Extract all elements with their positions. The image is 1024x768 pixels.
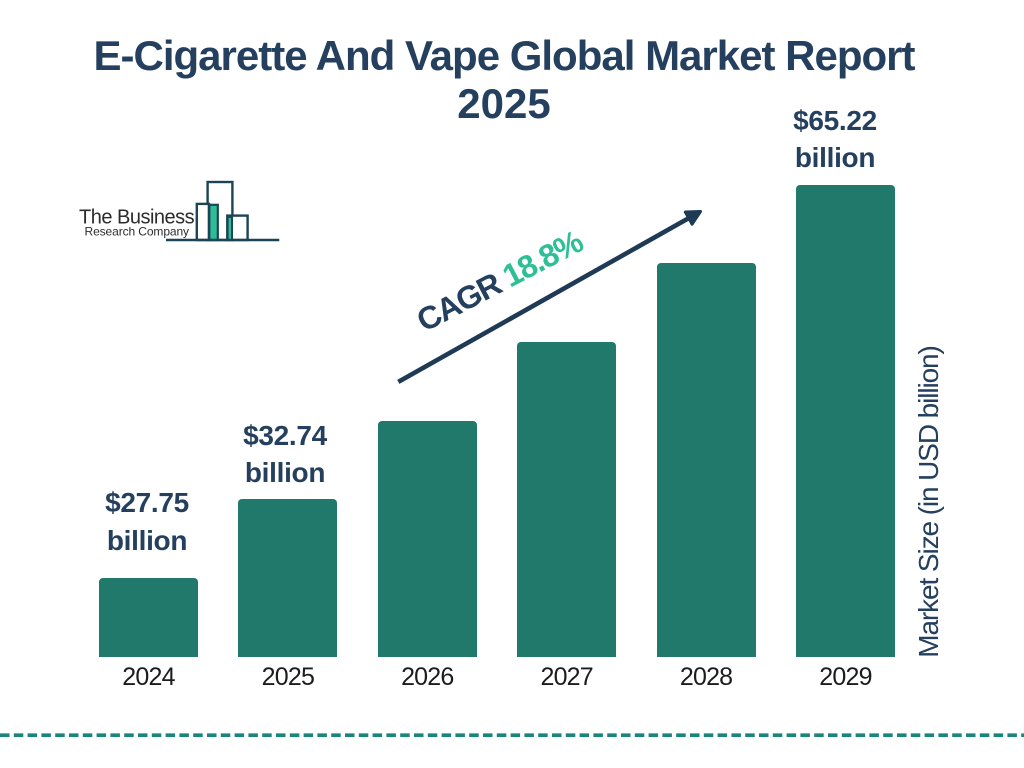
svg-text:Research Company: Research Company [85, 224, 190, 238]
svg-text:The Business: The Business [79, 207, 195, 229]
